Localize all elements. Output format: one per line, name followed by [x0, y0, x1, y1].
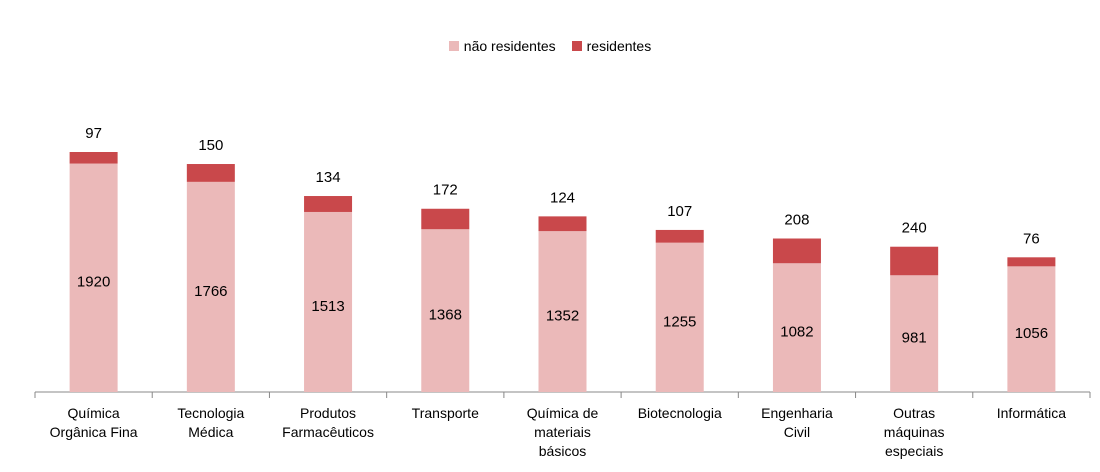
x-tick-label: Informática: [996, 405, 1066, 421]
value-label: 172: [433, 182, 458, 199]
value-label: 208: [784, 211, 809, 228]
bar-segment: [655, 229, 704, 243]
value-label: 1056: [1015, 325, 1048, 342]
value-label: 97: [85, 125, 102, 142]
value-label: 1255: [663, 313, 696, 330]
x-tick-label: Outras máquinas especiais: [883, 405, 945, 459]
value-label: 1766: [194, 283, 227, 300]
legend-label: residentes: [586, 38, 652, 54]
bar-segment: [772, 263, 821, 392]
value-label: 240: [902, 220, 927, 237]
bar-segment: [69, 152, 118, 164]
value-label: 1082: [780, 324, 813, 341]
legend-swatch: [448, 41, 459, 51]
bar-segment: [304, 211, 353, 392]
bar-segment: [421, 208, 470, 230]
bar-segment: [890, 246, 939, 276]
bar-segment: [421, 229, 470, 392]
bar-segment: [772, 238, 821, 264]
bar-segment: [1007, 257, 1056, 267]
bar-segment: [1007, 266, 1056, 392]
x-tick-label: Engenharia Civil: [761, 405, 833, 440]
bar-segment: [538, 231, 587, 392]
legend-swatch: [571, 41, 582, 51]
value-label: 107: [667, 203, 692, 220]
bar-segment: [655, 242, 704, 392]
value-label: 1368: [429, 307, 462, 324]
value-label: 1513: [311, 298, 344, 315]
value-label: 1920: [77, 274, 110, 291]
value-label: 1352: [546, 308, 579, 325]
bar-segment: [304, 196, 353, 212]
bar-segment: [538, 216, 587, 232]
x-tick-label: Química Orgânica Fina: [49, 405, 138, 440]
x-tick-label: Transporte: [411, 405, 479, 421]
value-label: 124: [550, 189, 575, 206]
bar-segment: [186, 181, 235, 392]
x-tick-label: Biotecnologia: [637, 405, 722, 421]
legend: não residentes residentes: [0, 38, 1100, 54]
x-tick-label: Produtos Farmacêuticos: [282, 405, 374, 440]
bar-segment: [890, 275, 939, 392]
value-label: 76: [1023, 230, 1040, 247]
value-label: 981: [902, 330, 927, 347]
x-tick-label: Química de materiais básicos: [526, 405, 599, 459]
value-label: 134: [316, 169, 341, 186]
bar-segment: [69, 163, 118, 392]
legend-item: residentes: [571, 38, 652, 54]
value-label: 150: [198, 137, 223, 154]
legend-label: não residentes: [463, 38, 556, 54]
legend-item: não residentes: [448, 38, 556, 54]
bar-segment: [186, 164, 235, 182]
x-tick-label: Tecnologia Médica: [177, 405, 245, 440]
